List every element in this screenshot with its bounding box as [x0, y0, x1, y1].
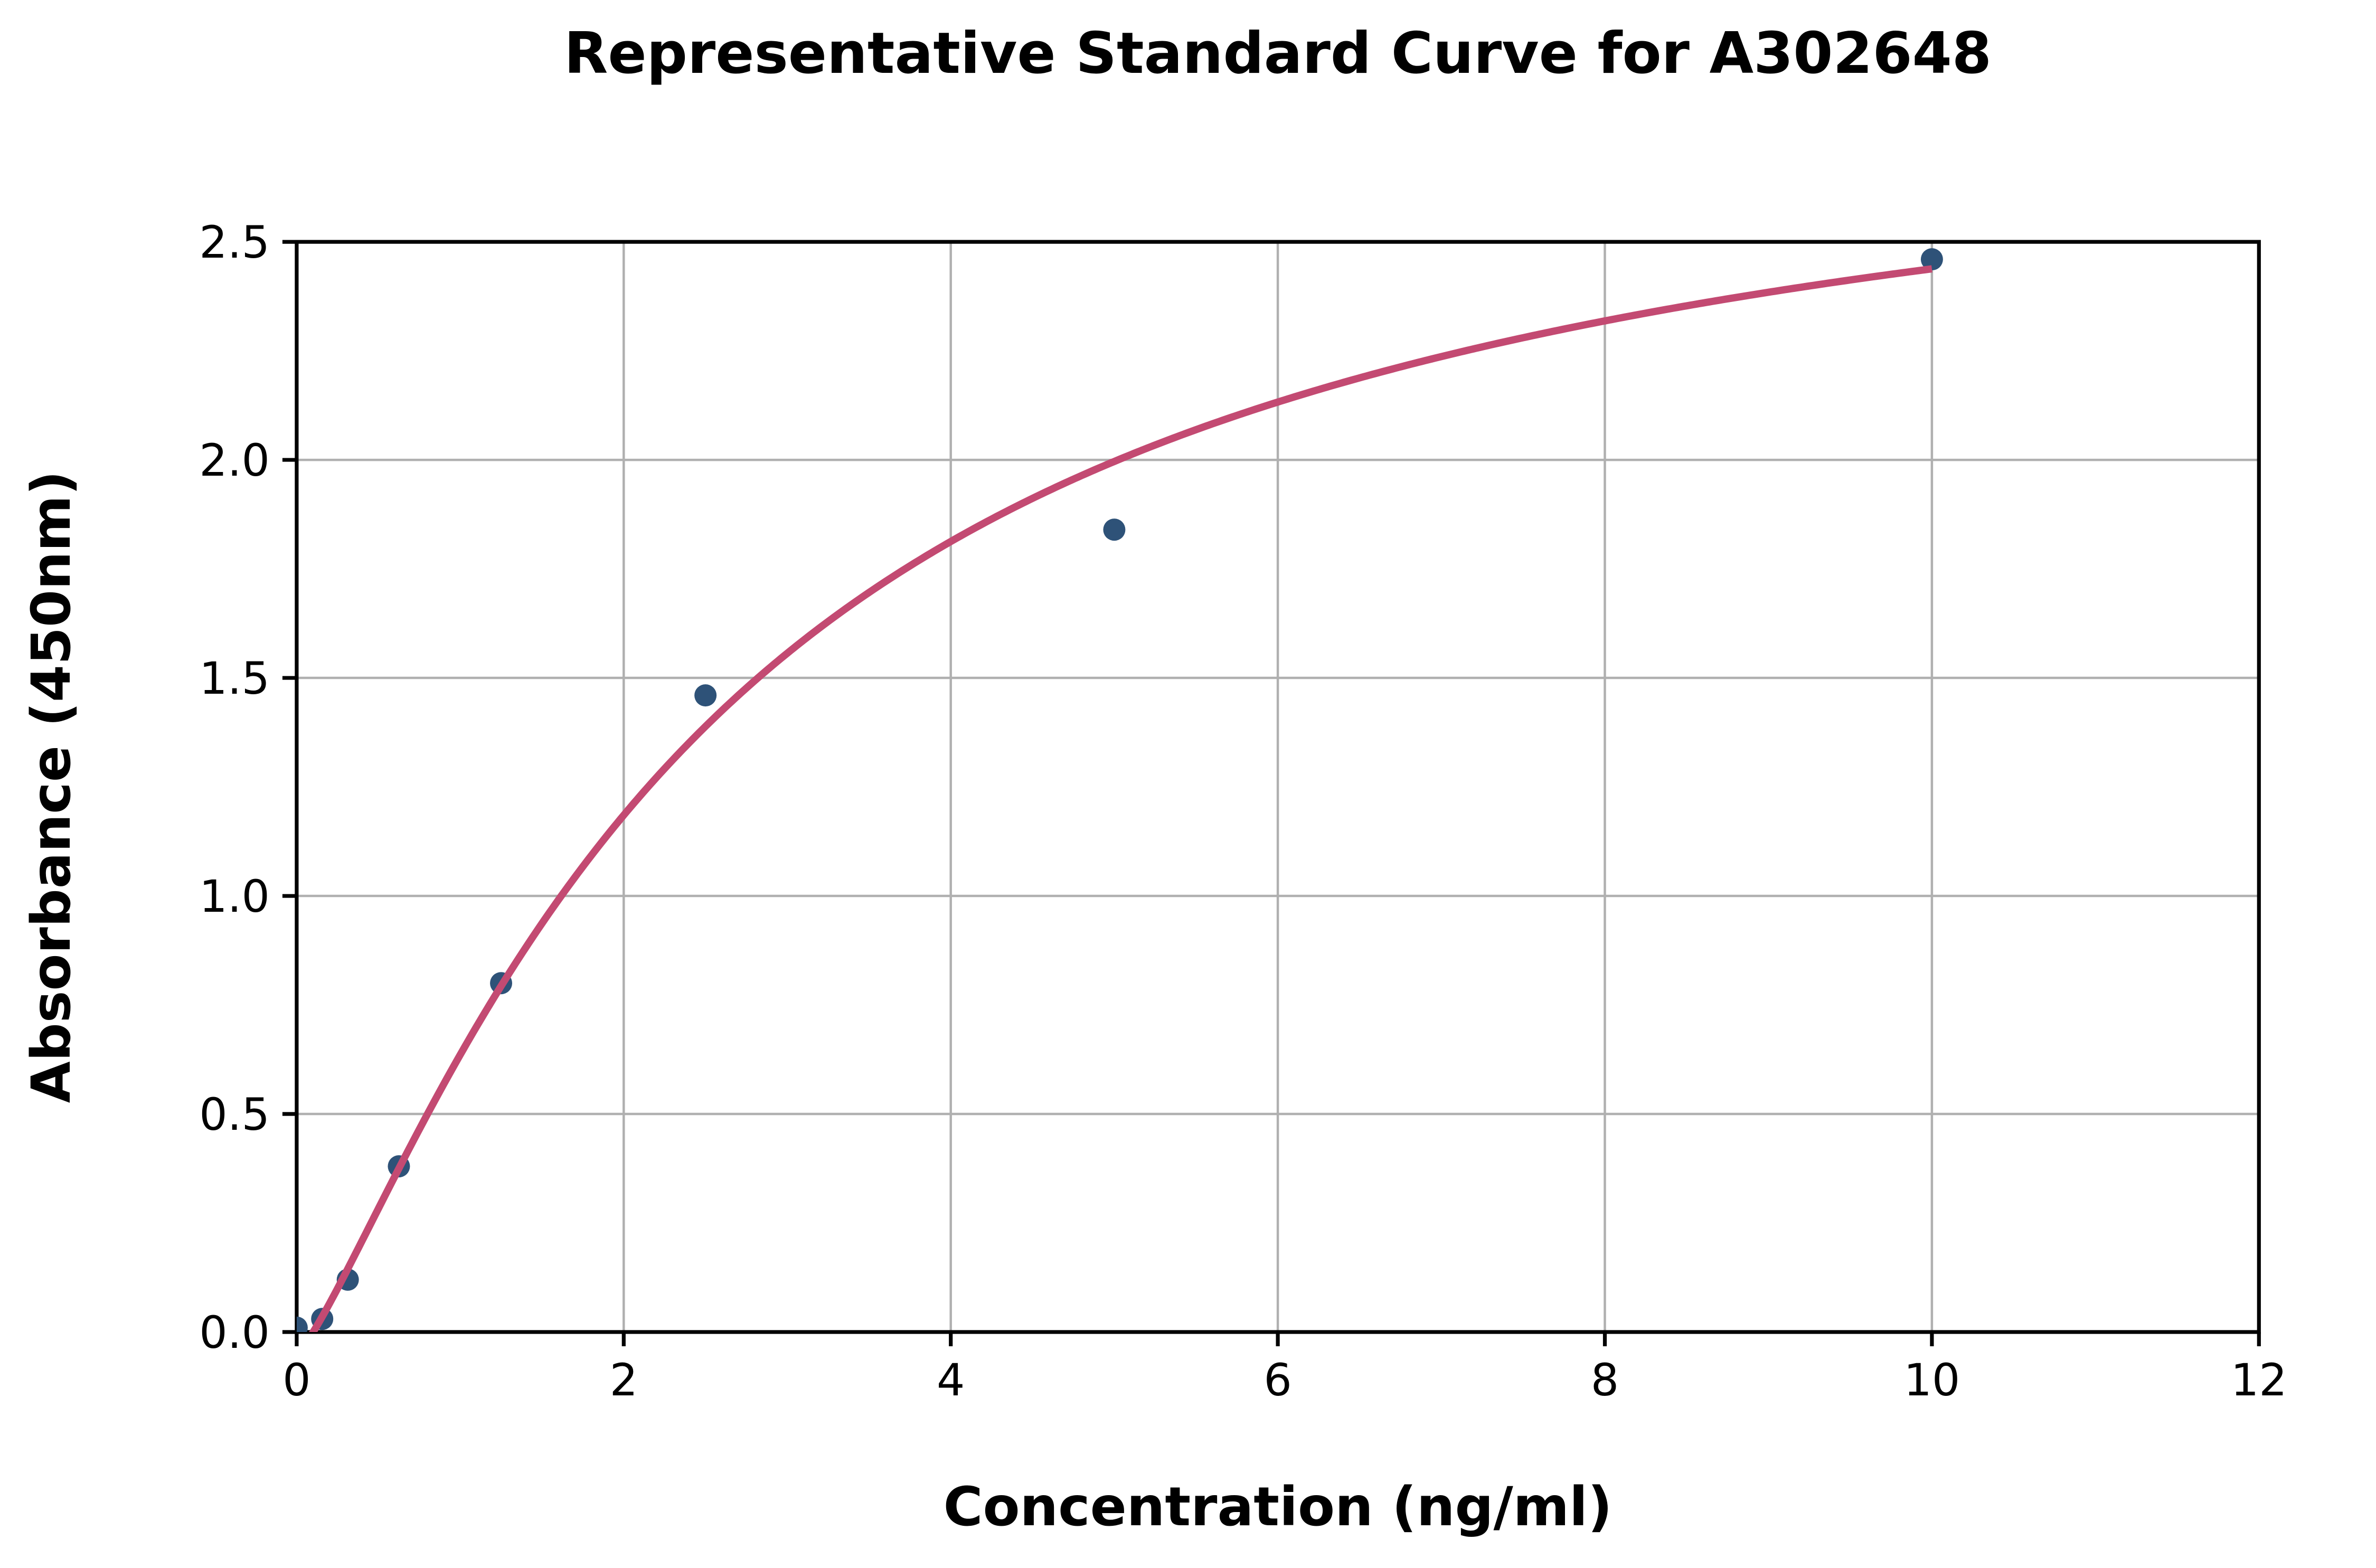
x-tick-label: 6	[1264, 1354, 1291, 1406]
data-point	[1920, 248, 1943, 271]
y-tick-label: 0.0	[199, 1307, 270, 1358]
x-tick-label: 12	[2231, 1354, 2287, 1406]
y-tick-label: 2.5	[199, 216, 270, 268]
x-tick-label: 2	[610, 1354, 638, 1406]
data-point	[1103, 518, 1126, 541]
data-point	[296, 1316, 308, 1332]
y-tick-label: 1.5	[199, 653, 270, 704]
x-tick-label: 4	[937, 1354, 965, 1406]
y-axis-label: Absorbance (450nm)	[20, 471, 83, 1103]
gridlines	[296, 242, 2259, 1332]
y-tick-label: 1.0	[199, 871, 270, 922]
x-tick-label: 10	[1903, 1354, 1960, 1406]
y-tick-label: 0.5	[199, 1089, 270, 1140]
tick-labels: 0 2 4 6 8 10 12 0.0 0.5 1.0 1.5 2.0 2.5	[199, 216, 2287, 1406]
tick-marks	[282, 240, 2261, 1346]
chart-title: Representative Standard Curve for A30264…	[564, 21, 1992, 87]
fit-curve-line	[309, 265, 1932, 1332]
y-tick-label: 2.0	[199, 434, 270, 486]
x-tick-label: 0	[282, 1354, 310, 1406]
data-point	[694, 684, 717, 707]
data-series	[296, 248, 1943, 1332]
x-tick-label: 8	[1591, 1354, 1619, 1406]
x-axis-label: Concentration (ng/ml)	[944, 1476, 1613, 1538]
